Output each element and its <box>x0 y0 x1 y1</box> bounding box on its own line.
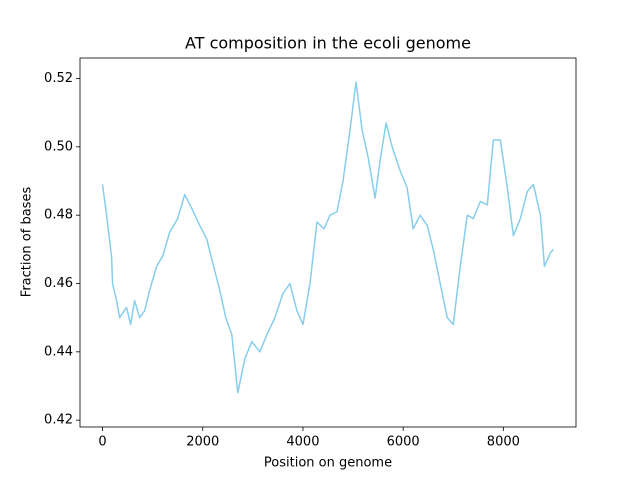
y-tick-label: 0.48 <box>44 208 73 223</box>
x-axis-label: Position on genome <box>264 456 392 471</box>
y-tick-label: 0.52 <box>44 71 73 86</box>
y-axis-label: Fraction of bases <box>20 187 35 298</box>
chart-title: AT composition in the ecoli genome <box>185 34 471 53</box>
x-tick-label: 0 <box>98 435 106 450</box>
y-tick-label: 0.44 <box>44 344 73 359</box>
x-tick-label: 6000 <box>387 435 420 450</box>
data-line <box>101 81 555 394</box>
y-tick-label: 0.50 <box>44 139 73 154</box>
y-tick-label: 0.46 <box>44 276 73 291</box>
x-tick-label: 8000 <box>487 435 520 450</box>
x-tick-label: 4000 <box>286 435 319 450</box>
x-tick-label: 2000 <box>186 435 219 450</box>
plot-frame <box>79 57 577 428</box>
y-tick-label: 0.42 <box>44 413 73 428</box>
